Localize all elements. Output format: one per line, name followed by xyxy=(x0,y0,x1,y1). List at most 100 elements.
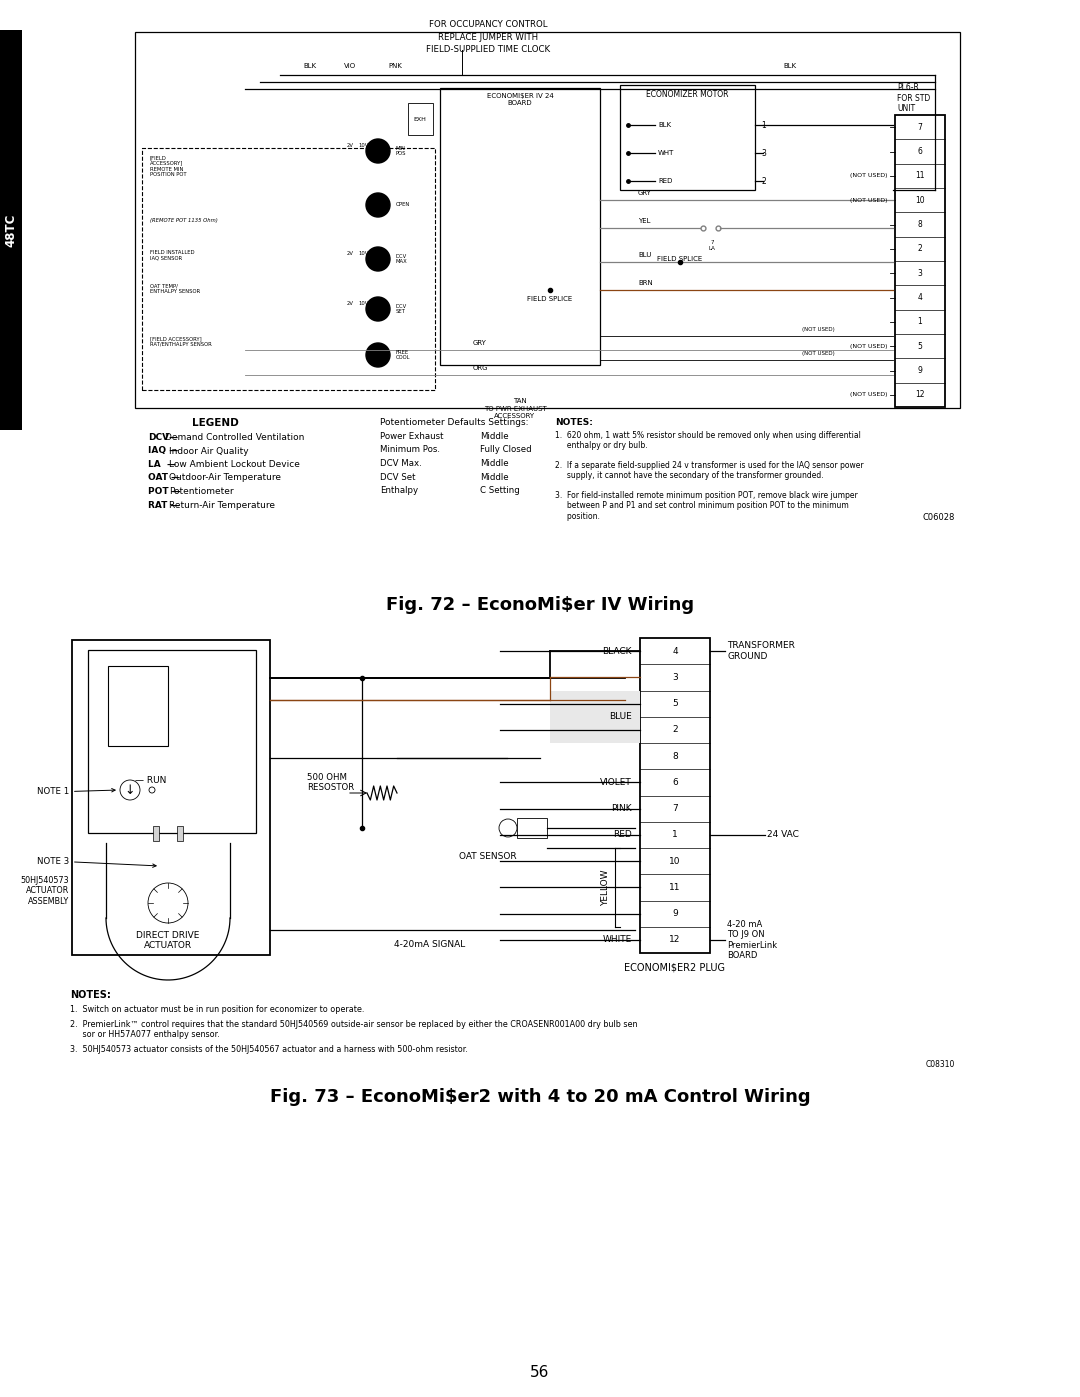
Text: DCV Set: DCV Set xyxy=(380,472,416,482)
Text: DIRECT DRIVE
ACTUATOR: DIRECT DRIVE ACTUATOR xyxy=(136,930,200,950)
Bar xyxy=(895,115,945,407)
Text: LEGEND: LEGEND xyxy=(191,418,239,427)
Text: 1: 1 xyxy=(918,317,922,327)
Text: GRY: GRY xyxy=(473,339,487,346)
Circle shape xyxy=(366,247,390,271)
Text: 12: 12 xyxy=(670,936,680,944)
Text: 3: 3 xyxy=(761,148,766,158)
Text: 10V: 10V xyxy=(359,142,369,148)
Text: 7: 7 xyxy=(672,805,678,813)
Text: Low Ambient Lockout Device: Low Ambient Lockout Device xyxy=(168,460,300,469)
Text: Middle: Middle xyxy=(480,460,509,468)
Text: Outdoor-Air Temperature: Outdoor-Air Temperature xyxy=(168,474,281,482)
Text: GRY: GRY xyxy=(638,190,652,196)
Bar xyxy=(177,826,183,841)
Text: [FIELD ACCESSORY]
RAT/ENTHALPY SENSOR: [FIELD ACCESSORY] RAT/ENTHALPY SENSOR xyxy=(150,337,212,346)
Circle shape xyxy=(366,298,390,321)
Text: Enthalpy: Enthalpy xyxy=(380,486,418,495)
Text: Potentiometer Defaults Settings:: Potentiometer Defaults Settings: xyxy=(380,418,528,427)
Text: 48TC: 48TC xyxy=(4,214,17,247)
Bar xyxy=(620,85,755,190)
Text: 4-20mA SIGNAL: 4-20mA SIGNAL xyxy=(394,940,465,949)
Text: 6: 6 xyxy=(918,147,922,156)
Text: 1.  620 ohm, 1 watt 5% resistor should be removed only when using differential
 : 1. 620 ohm, 1 watt 5% resistor should be… xyxy=(555,432,861,450)
Text: LA  —: LA — xyxy=(148,460,176,469)
Bar xyxy=(72,640,270,956)
Text: PINK: PINK xyxy=(611,805,632,813)
Text: (NOT USED): (NOT USED) xyxy=(802,327,835,332)
Text: 24 VAC: 24 VAC xyxy=(767,830,799,840)
Text: 10V: 10V xyxy=(359,300,369,306)
Bar xyxy=(153,826,159,841)
Bar xyxy=(440,88,600,365)
Text: (REMOTE POT 1135 Ohm): (REMOTE POT 1135 Ohm) xyxy=(150,218,218,224)
Text: Minimum Pos.: Minimum Pos. xyxy=(380,446,440,454)
Text: MIN
POS: MIN POS xyxy=(396,145,406,156)
Text: 10: 10 xyxy=(915,196,924,205)
Text: 3.  For field-installed remote minimum position POT, remove black wire jumper
  : 3. For field-installed remote minimum po… xyxy=(555,490,858,521)
Text: Fig. 73 – EconoMi$er2 with 4 to 20 mA Control Wiring: Fig. 73 – EconoMi$er2 with 4 to 20 mA Co… xyxy=(270,1088,810,1106)
Text: OAT TEMP/
ENTHALPY SENSOR: OAT TEMP/ ENTHALPY SENSOR xyxy=(150,284,200,293)
Text: 4-20 mA
TO J9 ON
PremierLink
BOARD: 4-20 mA TO J9 ON PremierLink BOARD xyxy=(727,919,778,960)
Text: 56: 56 xyxy=(530,1365,550,1380)
Text: 7: 7 xyxy=(918,123,922,131)
Text: FIELD SPLICE: FIELD SPLICE xyxy=(527,296,572,302)
Text: ORG: ORG xyxy=(472,365,488,372)
Text: [FIELD
ACCESSORY]
REMOTE MIN
POSITION POT: [FIELD ACCESSORY] REMOTE MIN POSITION PO… xyxy=(150,155,187,177)
Text: 1: 1 xyxy=(761,120,766,130)
Text: EXH: EXH xyxy=(414,117,427,122)
Text: ECONOMIZER MOTOR: ECONOMIZER MOTOR xyxy=(646,89,729,99)
Text: FIELD INSTALLED
IAQ SENSOR: FIELD INSTALLED IAQ SENSOR xyxy=(150,250,194,261)
Text: — RUN: — RUN xyxy=(135,775,166,785)
Text: Return-Air Temperature: Return-Air Temperature xyxy=(168,500,275,510)
Text: IAQ —: IAQ — xyxy=(148,447,178,455)
Text: 10: 10 xyxy=(670,856,680,866)
Bar xyxy=(135,32,960,408)
Text: PNK: PNK xyxy=(388,63,402,68)
Bar xyxy=(640,638,710,953)
Text: 8: 8 xyxy=(918,219,922,229)
Text: 10V: 10V xyxy=(359,251,369,256)
Text: 12: 12 xyxy=(915,390,924,400)
Text: BLK: BLK xyxy=(783,63,797,68)
Text: 9: 9 xyxy=(672,909,678,918)
Text: Demand Controlled Ventilation: Demand Controlled Ventilation xyxy=(165,433,305,441)
Text: Fully Closed: Fully Closed xyxy=(480,446,531,454)
Text: TAN: TAN xyxy=(513,398,527,404)
Text: BLK: BLK xyxy=(658,122,671,129)
Text: 11: 11 xyxy=(670,883,680,891)
Text: 7
LA: 7 LA xyxy=(708,240,715,251)
Text: RED: RED xyxy=(658,177,673,184)
Text: OPEN: OPEN xyxy=(396,203,410,208)
Text: NOTE 1: NOTE 1 xyxy=(37,788,116,796)
Text: ECONOMI$ER IV 24
BOARD: ECONOMI$ER IV 24 BOARD xyxy=(487,94,553,106)
Text: 2V: 2V xyxy=(347,300,353,306)
Text: RAT —: RAT — xyxy=(148,500,179,510)
Text: (NOT USED): (NOT USED) xyxy=(802,351,835,356)
Text: 50HJ540573
ACTUATOR
ASSEMBLY: 50HJ540573 ACTUATOR ASSEMBLY xyxy=(21,876,69,905)
Text: BLACK: BLACK xyxy=(603,647,632,655)
Text: Middle: Middle xyxy=(480,432,509,441)
Text: FIELD SPLICE: FIELD SPLICE xyxy=(658,256,703,263)
Text: OAT SENSOR: OAT SENSOR xyxy=(459,852,517,861)
Text: 3: 3 xyxy=(918,268,922,278)
Text: 2V: 2V xyxy=(347,251,353,256)
Text: YEL: YEL xyxy=(638,218,650,224)
Text: RED: RED xyxy=(613,830,632,840)
Text: FOR OCCUPANCY CONTROL
REPLACE JUMPER WITH
FIELD-SUPPLIED TIME CLOCK: FOR OCCUPANCY CONTROL REPLACE JUMPER WIT… xyxy=(426,20,550,54)
Text: VIO: VIO xyxy=(343,63,356,68)
Text: POT —: POT — xyxy=(148,488,180,496)
Text: FREE
COOL: FREE COOL xyxy=(396,349,410,360)
Text: 2: 2 xyxy=(918,244,922,253)
Text: ↓: ↓ xyxy=(125,784,135,796)
Bar xyxy=(517,819,546,838)
Text: Potentiometer: Potentiometer xyxy=(168,488,233,496)
Bar xyxy=(550,690,640,743)
Text: (NOT USED): (NOT USED) xyxy=(850,197,887,203)
Text: YELLOW: YELLOW xyxy=(600,869,610,905)
Text: NOTES:: NOTES: xyxy=(555,418,593,427)
Text: WHITE: WHITE xyxy=(603,936,632,944)
Text: NOTES:: NOTES: xyxy=(70,990,111,1000)
Text: C Setting: C Setting xyxy=(480,486,519,495)
Text: 2.  PremierLink™ control requires that the standard 50HJ540569 outside-air senso: 2. PremierLink™ control requires that th… xyxy=(70,1020,637,1039)
